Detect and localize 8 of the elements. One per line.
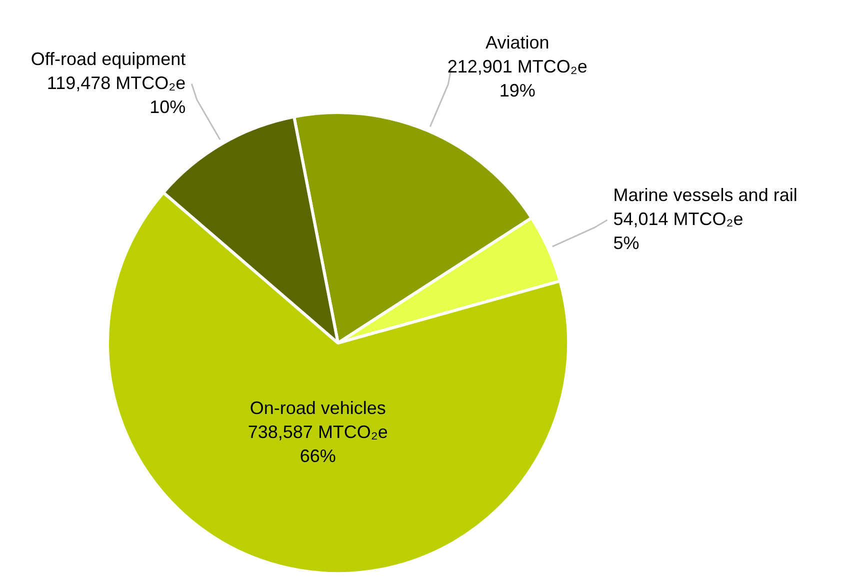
data-label: 738,587 MTCO₂e 66% — [248, 422, 388, 466]
slice-label: Aviation — [486, 32, 550, 52]
slice-label: Marine vessels and rail — [613, 185, 798, 205]
data-label: 54,014 MTCO₂e 5% — [613, 209, 744, 253]
slice-label: Off-road equipment — [30, 48, 186, 69]
data-label: 212,901 MTCO₂e 19% — [447, 56, 588, 100]
data-label: 119,478 MTCO₂e 10% — [46, 72, 186, 117]
slice-label: On-road vehicles — [250, 398, 386, 418]
